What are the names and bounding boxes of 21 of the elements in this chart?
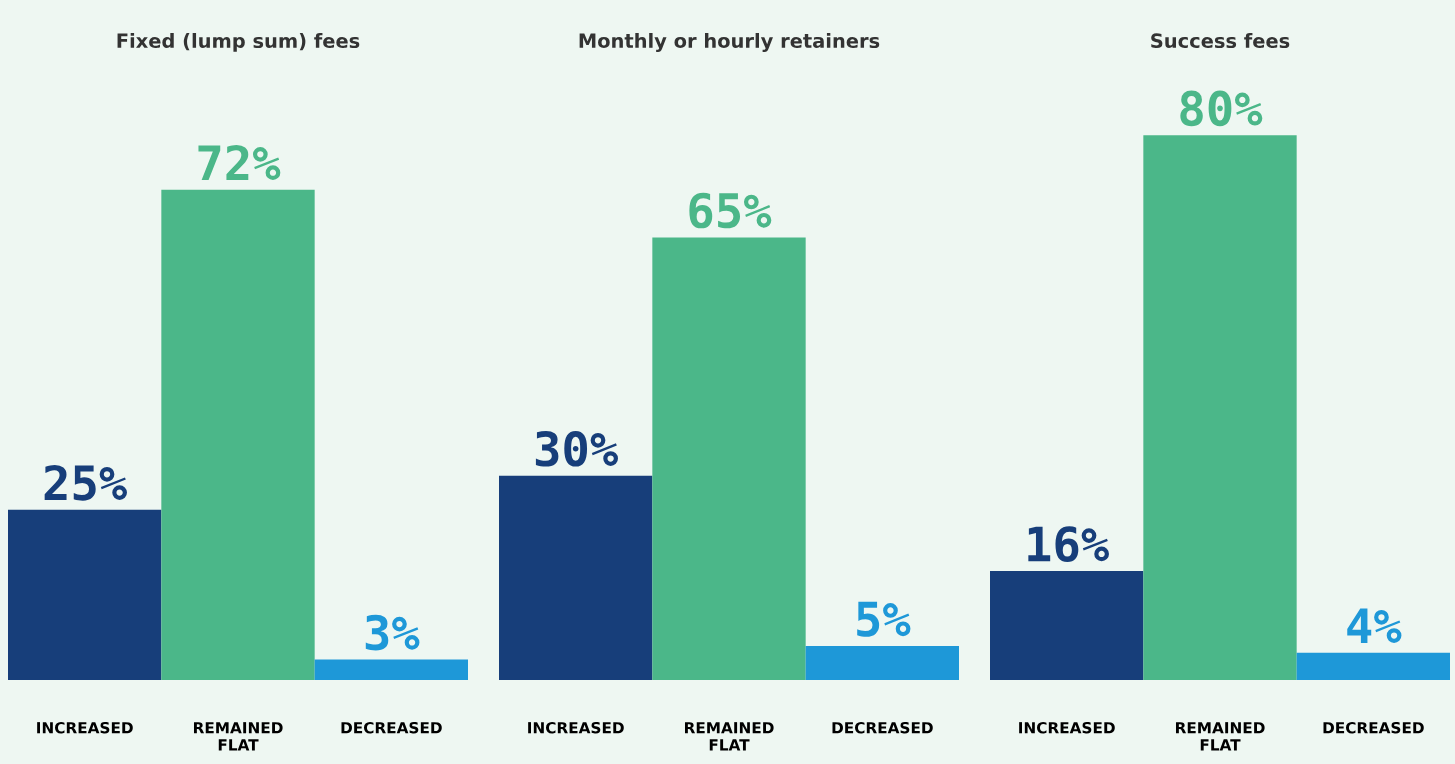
data-label: 72% [198,144,281,180]
data-label: 25% [44,464,127,501]
chart-title: Monthly or hourly retainers [579,33,880,52]
data-label: 65% [689,192,772,229]
x-tick-label: DECREASED [1323,721,1424,734]
x-tick-label: INCREASED [37,721,133,734]
x-tick-label: REMAINED FLAT [194,722,283,751]
data-label: 80% [1180,90,1263,127]
x-tick-label: REMAINED FLAT [685,722,774,751]
data-label: 30% [535,430,618,467]
chart-title: Fixed (lump sum) fees [117,33,360,52]
data-label: 16% [1028,526,1109,562]
x-tick-label: DECREASED [341,721,442,734]
chart-title: Success fees [1151,33,1290,49]
x-tick-label: REMAINED FLAT [1176,722,1265,751]
x-tick-label: DECREASED [832,721,933,734]
x-tick-label: INCREASED [1019,721,1115,734]
data-label: 5% [857,601,911,637]
data-label: 3% [365,614,420,651]
x-tick-label: INCREASED [528,721,624,734]
data-label: 4% [1347,608,1402,643]
